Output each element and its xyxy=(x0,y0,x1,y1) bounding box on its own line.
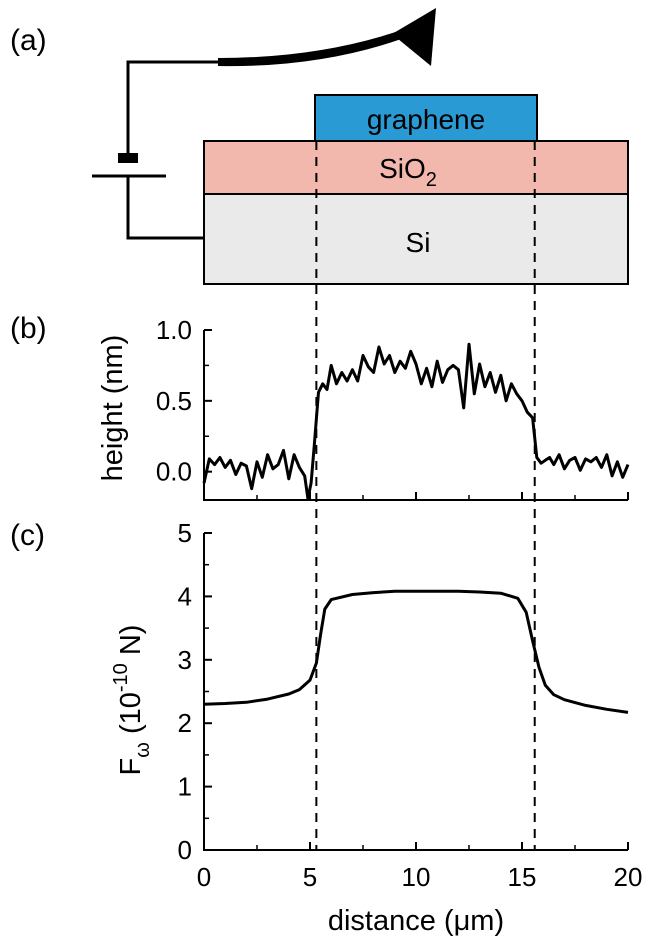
panel-c-xtick-label: 15 xyxy=(508,862,537,892)
cantilever xyxy=(218,24,420,67)
panel-label-a: (a) xyxy=(10,24,47,57)
panel-c-xtick-label: 5 xyxy=(303,862,317,892)
panel-c-xtick-label: 0 xyxy=(197,862,211,892)
battery-short-plate xyxy=(118,153,138,163)
panel-c-axes xyxy=(203,533,628,851)
panel-b-ticks: 0.0 0.5 1.0 xyxy=(156,315,629,500)
layer-graphene xyxy=(314,94,538,142)
panel-c-xtick-label: 10 xyxy=(402,862,431,892)
panel-b-height-profile: height (nm) 0.0 0.5 1.0 xyxy=(97,315,630,501)
panel-c-ytick-label: 1 xyxy=(178,772,192,802)
panel-c-xlabel: distance (μm) xyxy=(328,905,504,937)
afm-tip xyxy=(392,8,436,66)
dashed-guides xyxy=(315,141,536,850)
panel-label-c: (c) xyxy=(10,519,45,552)
force-trace xyxy=(203,589,629,714)
panel-b-ytick-label: 1.0 xyxy=(156,315,192,345)
graphene-label: graphene xyxy=(367,104,485,135)
si-label: Si xyxy=(406,227,431,258)
wire-top xyxy=(126,60,218,160)
panel-label-b: (b) xyxy=(10,312,47,345)
panel-c-axis-lines xyxy=(203,533,628,851)
layer-sio2 xyxy=(203,140,629,195)
panel-b-ytick-label: 0.5 xyxy=(156,386,192,416)
panel-c-ticks: 0 1 2 3 4 5 0 5 10 15 20 xyxy=(178,518,643,892)
panel-c-ytick-label: 0 xyxy=(178,835,192,865)
panel-c-ytick-label: 5 xyxy=(178,518,192,548)
panel-c-ytick-label: 3 xyxy=(178,645,192,675)
panel-b-axes xyxy=(203,330,628,501)
wire-bottom xyxy=(126,176,204,240)
schematic: graphene SiO2 Si xyxy=(92,8,629,285)
panel-c-ylabel: Fω (10-10 N) xyxy=(110,625,154,776)
panel-b-ylabel: height (nm) xyxy=(97,335,129,482)
sio2-label: SiO2 xyxy=(379,153,437,191)
height-trace xyxy=(202,342,630,501)
panel-c-xtick-label: 20 xyxy=(614,862,643,892)
layer-si xyxy=(203,193,629,285)
panel-c-ytick-label: 2 xyxy=(178,708,192,738)
panel-b-ytick-label: 0.0 xyxy=(156,457,192,487)
panel-c-ytick-label: 4 xyxy=(178,581,192,611)
panel-c-force-profile: Fω (10-10 N) 0 1 2 3 4 5 0 5 10 15 20 distance (μm… xyxy=(110,518,642,937)
panel-b-axis-lines xyxy=(203,330,628,501)
